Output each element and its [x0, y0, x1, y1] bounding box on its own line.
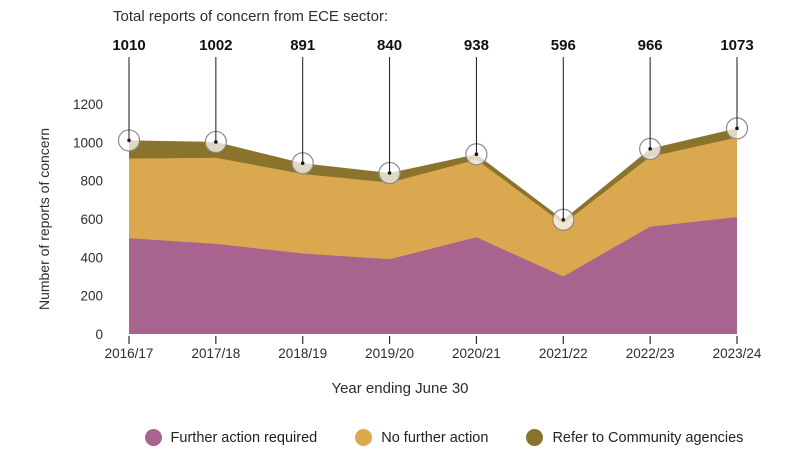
y-tick-label: 1000 — [73, 135, 103, 150]
chart-canvas: Total reports of concern from ECE sector… — [36, 8, 762, 397]
total-label: 596 — [551, 37, 576, 54]
data-point-dot — [300, 161, 305, 166]
total-label: 891 — [290, 37, 315, 54]
legend-swatch-further-action-required-icon — [144, 429, 162, 446]
x-tick-label: 2019/20 — [365, 346, 414, 361]
x-tick-label: 2020/21 — [452, 346, 501, 361]
data-point-dot — [735, 126, 739, 131]
legend-item-no-further-action: No further action — [355, 429, 488, 446]
y-tick-label: 200 — [80, 289, 103, 304]
total-label: 840 — [377, 37, 402, 54]
legend-swatch-no-further-action-icon — [355, 429, 373, 446]
data-point-dot — [474, 152, 479, 157]
x-tick-label: 2021/22 — [539, 346, 588, 361]
legend-item-refer-to-community-agencies: Refer to Community agencies — [526, 429, 743, 446]
legend-label: No further action — [381, 429, 489, 446]
x-axis-title: Year ending June 30 — [331, 380, 468, 397]
total-label: 1002 — [199, 37, 232, 54]
y-tick-label: 800 — [80, 174, 103, 189]
x-tick-label: 2017/18 — [191, 346, 240, 361]
y-tick-label: 600 — [80, 212, 103, 227]
y-tick-label: 1200 — [73, 97, 103, 112]
y-axis-title: Number of reports of concern — [36, 128, 52, 310]
legend-swatch-refer-to-community-agencies-icon — [526, 429, 544, 446]
chart-title: Total reports of concern from ECE sector… — [113, 8, 388, 25]
legend-label: Refer to Community agencies — [552, 429, 744, 446]
x-tick-label: 2016/17 — [105, 346, 154, 361]
total-label: 966 — [638, 37, 663, 54]
total-label: 1010 — [112, 37, 145, 54]
y-tick-label: 400 — [80, 250, 103, 265]
legend-label: Further action required — [170, 429, 318, 446]
data-point-dot — [561, 217, 566, 222]
x-tick-label: 2018/19 — [278, 346, 327, 361]
data-point-dot — [214, 140, 218, 144]
chart-legend: Further action required No further actio… — [100, 429, 788, 446]
area-further-action-required — [129, 217, 737, 334]
x-tick-label: 2023/24 — [713, 346, 762, 361]
total-label: 938 — [464, 37, 489, 54]
data-point-dot — [387, 171, 392, 175]
x-tick-label: 2022/23 — [626, 346, 675, 361]
y-tick-label: 0 — [95, 327, 103, 342]
plot-layer: 0 200 400 600 800 1000 1200 2016/17 2017/18 2018/… — [73, 37, 762, 361]
total-label: 1073 — [720, 37, 753, 54]
data-point-dot — [127, 138, 131, 143]
legend-item-further-action-required: Further action required — [144, 429, 318, 446]
data-point-dot — [648, 147, 652, 151]
